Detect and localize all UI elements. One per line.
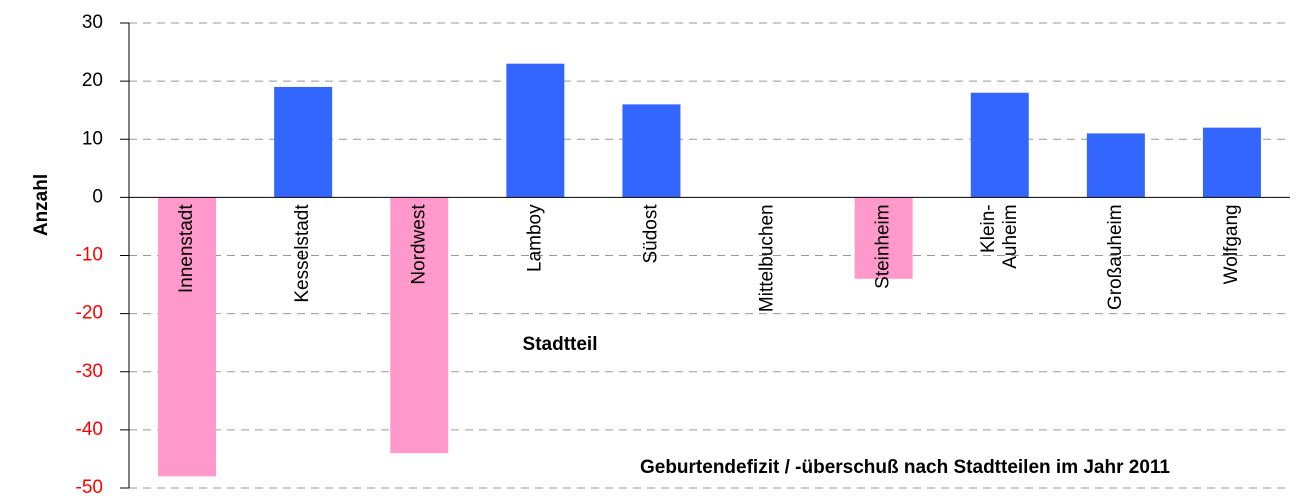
bar <box>390 197 449 454</box>
y-tick-label: 20 <box>82 70 103 91</box>
chart-title: Geburtendefizit / -überschuß nach Stadtt… <box>640 457 1170 478</box>
y-tick-label: 10 <box>82 128 103 149</box>
x-tick-label: Wolfgang <box>1221 204 1242 284</box>
bar <box>854 197 913 279</box>
y-tick-label: 30 <box>82 12 103 33</box>
bar <box>274 86 333 198</box>
y-axis-label: Anzahl <box>31 174 52 236</box>
y-tick-label: -30 <box>76 361 103 382</box>
bar <box>622 104 681 198</box>
x-tick-label: Klein-Auheim <box>978 204 1021 268</box>
x-tick-label: Großauheim <box>1105 204 1126 310</box>
x-tick-label: Südost <box>640 204 661 264</box>
bar <box>1202 127 1261 198</box>
bar <box>158 197 217 477</box>
y-tick-label: 0 <box>92 186 103 207</box>
x-tick-label: Steinheim <box>873 204 894 289</box>
x-tick-label: Lamboy <box>524 204 545 272</box>
x-tick-label: Nordwest <box>408 204 429 285</box>
y-tick-label: -10 <box>76 245 103 266</box>
x-tick-label: Kesselstadt <box>292 204 313 303</box>
bar <box>1086 133 1145 198</box>
x-tick-label: Innenstadt <box>176 204 197 293</box>
y-tick-label: -20 <box>76 303 103 324</box>
x-tick-label: Mittelbuchen <box>757 204 778 312</box>
y-tick-label: -40 <box>76 419 103 440</box>
x-axis-label: Stadtteil <box>523 334 598 355</box>
bar <box>506 63 565 198</box>
y-tick-label: -50 <box>76 477 103 498</box>
bar <box>970 92 1029 198</box>
